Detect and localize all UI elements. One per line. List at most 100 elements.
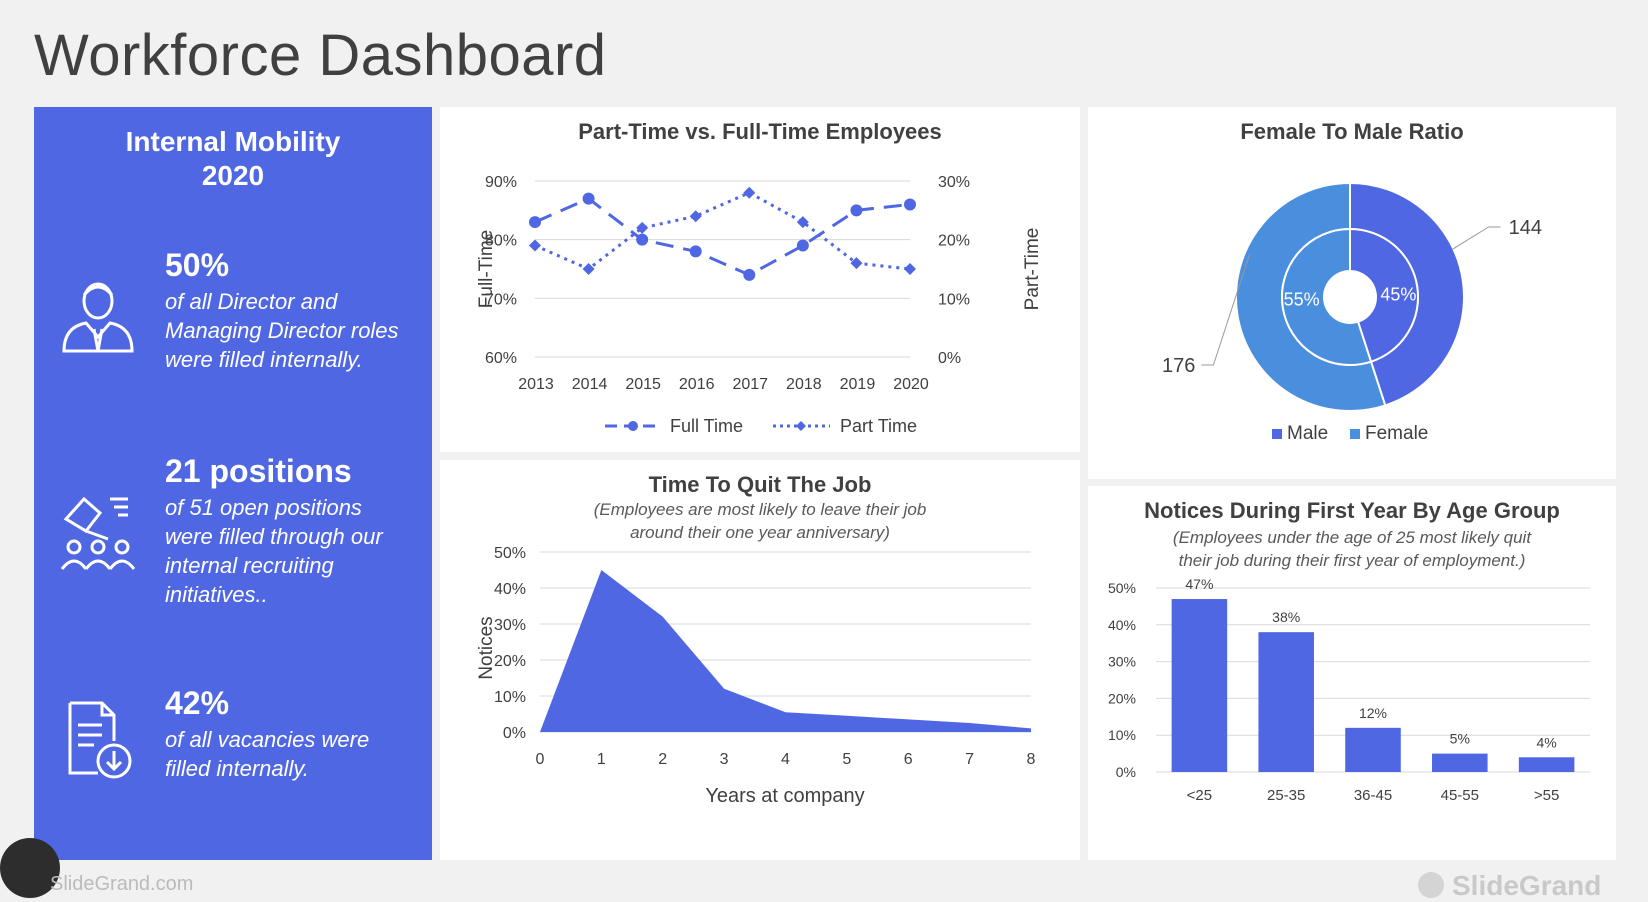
series-line-full-time: [534, 196, 911, 277]
data-point: [636, 233, 649, 246]
x-tick-label: 6: [904, 751, 913, 768]
data-point: [850, 204, 863, 217]
x-tick-label: 2014: [572, 376, 608, 393]
x-tick-label: 25-35: [1267, 787, 1305, 804]
area-chart-card: Time To Quit The Job (Employees are most…: [440, 460, 1080, 860]
bar-data-label: 47%: [1185, 576, 1213, 592]
data-point: [582, 192, 595, 205]
y-tick-label: 50%: [494, 545, 526, 562]
data-point: [743, 268, 756, 281]
data-point: [904, 263, 916, 275]
legend-label: Female: [1365, 423, 1428, 444]
executive-person-icon: [62, 282, 134, 353]
legend-marker: [796, 421, 806, 431]
data-point: [850, 257, 863, 270]
y-axis-label: Notices: [476, 616, 497, 679]
brand-name: SlideGrand: [1452, 870, 1602, 901]
y-axis-label: Full-Time: [476, 230, 497, 308]
panel-heading-line2: 2020: [201, 160, 265, 191]
lens-camera-icon[interactable]: [0, 838, 60, 898]
y-tick-label: 20%: [494, 653, 526, 670]
y2-tick-label: 10%: [938, 291, 970, 308]
x-tick-label: 2016: [679, 376, 715, 393]
pie-value-label: 144: [1509, 217, 1542, 239]
area-series: [540, 570, 1031, 732]
stat-description: of all Director and Managing Director ro…: [165, 287, 425, 374]
x-tick-label: >55: [1534, 787, 1559, 804]
source-text: SlideGrand.com: [50, 873, 194, 895]
stat-value: 50%: [165, 247, 230, 283]
legend-label: Male: [1287, 423, 1328, 444]
data-point: [689, 245, 702, 258]
x-tick-label: 2: [658, 751, 667, 768]
x-tick-label: 7: [965, 751, 974, 768]
line-chart: 60% 70% 80% 90% 0% 10% 20% 30% 2013 2014 2015 2016 2…: [476, 174, 1043, 436]
stat-line: of 51 open positions: [165, 495, 362, 520]
pie-percent-label: 45%: [1380, 285, 1416, 305]
y-tick-label: 10%: [494, 689, 526, 706]
legend-swatch-male: [1272, 429, 1282, 439]
bar: [1171, 599, 1228, 772]
y2-axis-label: Part-Time: [1022, 228, 1043, 311]
data-point: [904, 198, 916, 211]
stat-value: 42%: [165, 685, 230, 721]
brand-logo-icon: [1418, 872, 1444, 898]
y-tick-label: 10%: [1108, 727, 1136, 743]
data-point: [796, 216, 809, 229]
y-tick-label: 80%: [485, 233, 517, 250]
data-point: [689, 210, 702, 223]
chart-title: Female To Male Ratio: [1240, 119, 1464, 144]
line-chart-card: Part-Time vs. Full-Time Employees 60% 70%…: [440, 107, 1080, 452]
callout-line: [1201, 254, 1250, 366]
x-tick-label: 4: [781, 751, 790, 768]
y-tick-label: 30%: [494, 617, 526, 634]
x-tick-label: 45-55: [1441, 787, 1479, 804]
stat-description: of all vacancies were filled internally.: [165, 725, 425, 783]
x-tick-label: 2018: [786, 376, 822, 393]
hiring-hand-group-icon: [60, 496, 136, 570]
bar: [1345, 727, 1401, 772]
y-tick-label: 30%: [1108, 654, 1136, 670]
legend-swatch-female: [1350, 429, 1360, 439]
bar-data-label: 12%: [1359, 705, 1387, 721]
legend-label: Part Time: [840, 416, 917, 436]
pie-percent-label: 55%: [1284, 289, 1320, 309]
x-tick-label: 2017: [732, 376, 768, 393]
y2-tick-label: 30%: [938, 174, 970, 191]
x-tick-label: 36-45: [1354, 787, 1392, 804]
x-tick-label: 2013: [518, 376, 554, 393]
x-tick-label: 8: [1027, 751, 1036, 768]
subtitle-line: (Employees are most likely to leave thei…: [593, 500, 927, 519]
y2-tick-label: 20%: [938, 233, 970, 250]
chart-subtitle: (Employees are most likely to leave thei…: [440, 498, 1080, 544]
document-download-icon: [68, 701, 132, 779]
stat-line: of all Director and: [165, 289, 338, 314]
subtitle-line: around their one year anniversary): [630, 523, 890, 542]
x-tick-label: 0: [536, 751, 545, 768]
x-tick-label: <25: [1187, 787, 1212, 804]
stat-line: Managing Director roles: [165, 318, 399, 343]
subtitle-line: (Employees under the age of 25 most like…: [1172, 528, 1532, 547]
y-tick-label: 40%: [494, 581, 526, 598]
data-point: [636, 221, 649, 234]
stat-value: 21 positions: [165, 453, 352, 489]
stat-line: internal recruiting: [165, 553, 334, 578]
data-point: [529, 216, 541, 229]
pie-value-label: 176: [1162, 355, 1195, 377]
bar: [1258, 632, 1314, 772]
x-tick-label: 2019: [840, 376, 876, 393]
subtitle-line: their job during their first year of emp…: [1178, 551, 1526, 570]
stat-line: filled internally.: [165, 756, 309, 781]
series-line-part-time: [534, 191, 911, 271]
bar: [1518, 757, 1575, 772]
y-tick-label: 70%: [485, 291, 517, 308]
panel-heading-line1: Internal Mobility: [125, 126, 341, 157]
y-tick-label: 50%: [1108, 580, 1136, 596]
y-tick-label: 40%: [1108, 617, 1136, 633]
data-point: [743, 186, 756, 199]
legend-label: Full Time: [670, 416, 743, 436]
bar-data-label: 4%: [1536, 734, 1556, 750]
x-tick-label: 2020: [893, 376, 929, 393]
data-point: [529, 239, 541, 252]
stat-line: were filled internally.: [165, 347, 363, 372]
